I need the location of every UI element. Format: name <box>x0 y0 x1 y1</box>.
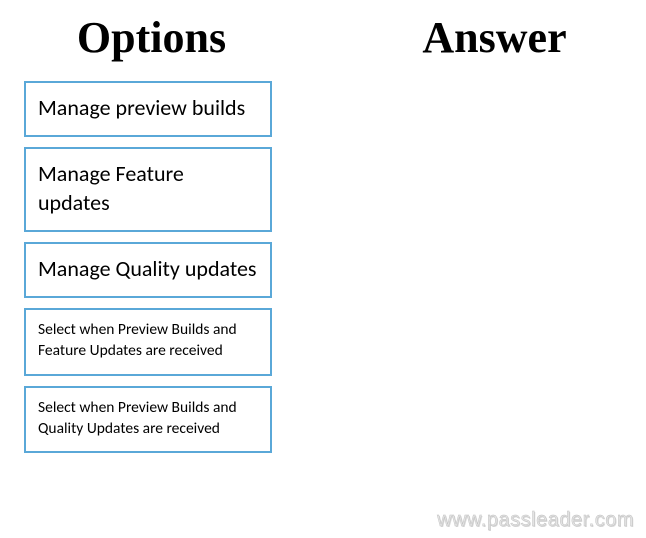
answer-heading: Answer <box>343 12 646 63</box>
option-item[interactable]: Select when Preview Builds and Feature U… <box>24 308 272 376</box>
option-item[interactable]: Manage Feature updates <box>24 147 272 232</box>
option-item[interactable]: Select when Preview Builds and Quality U… <box>24 386 272 454</box>
options-list: Manage preview builds Manage Feature upd… <box>0 81 323 453</box>
answer-column: Answer <box>323 12 646 463</box>
options-column: Options Manage preview builds Manage Fea… <box>0 12 323 463</box>
option-item[interactable]: Manage Quality updates <box>24 242 272 298</box>
option-item[interactable]: Manage preview builds <box>24 81 272 137</box>
watermark-text: www.passleader.com <box>437 509 634 532</box>
main-container: Options Manage preview builds Manage Fea… <box>0 0 646 463</box>
options-heading: Options <box>20 12 283 63</box>
